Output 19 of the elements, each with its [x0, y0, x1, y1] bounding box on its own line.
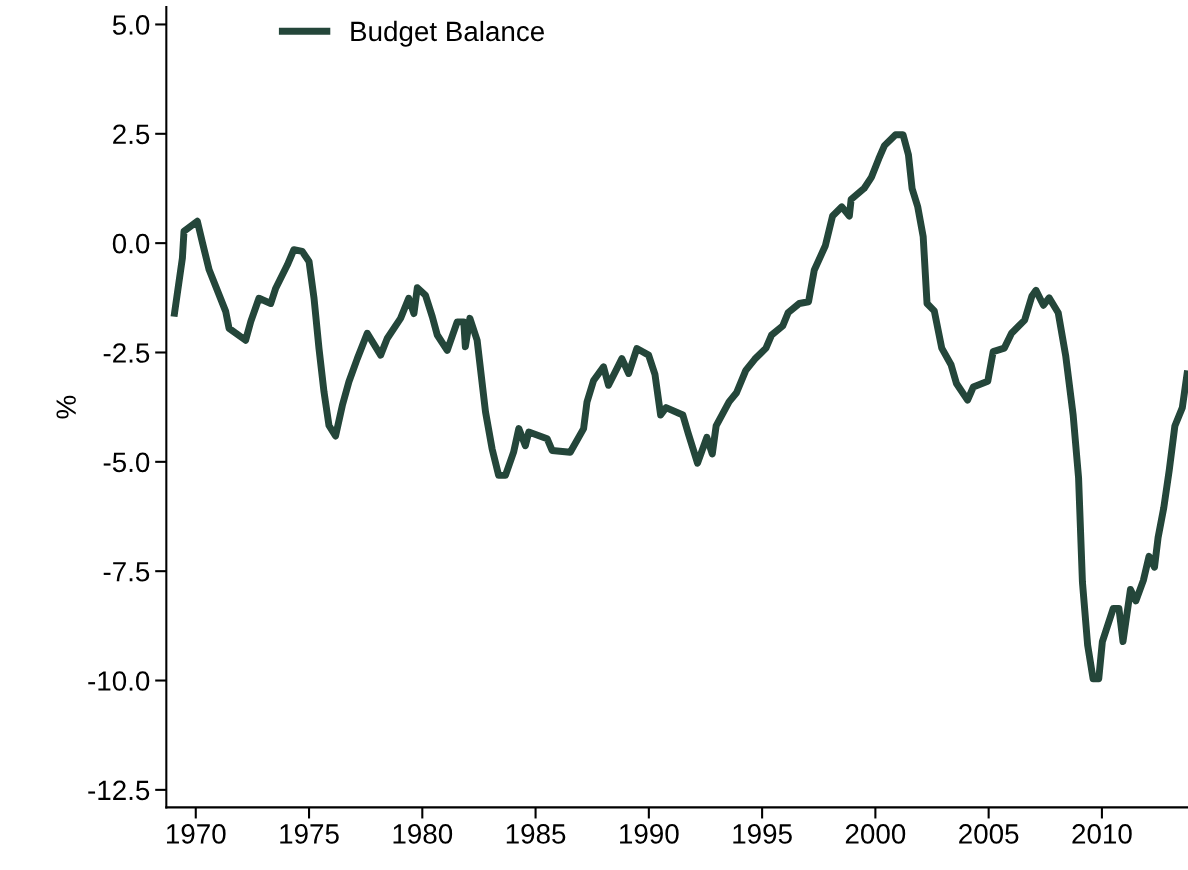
y-tick-label: -5.0 [103, 452, 150, 473]
x-tick-label: 1975 [280, 824, 339, 844]
y-tick-label: -7.5 [103, 562, 150, 582]
y-tick-label: 5.0 [112, 15, 150, 35]
y-tick-label: -12.5 [88, 780, 150, 801]
y-axis-title: % [56, 395, 76, 419]
y-tick-label: -2.5 [103, 343, 150, 363]
x-tick-label: 2010 [1072, 824, 1132, 844]
y-tick-label: -10.0 [88, 671, 150, 691]
x-tick-label: 1995 [733, 824, 792, 844]
x-tick-label: 2000 [845, 824, 906, 844]
y-tick-label: 2.5 [113, 124, 150, 145]
x-tick-label: 1990 [620, 824, 679, 844]
y-tick-label: 0.0 [112, 233, 150, 254]
legend-label: Budget Balance [351, 20, 544, 47]
x-tick-label: 1985 [506, 824, 566, 844]
x-tick-label: 2005 [959, 824, 1019, 844]
x-tick-label: 1970 [166, 824, 226, 844]
x-tick-label: 1980 [393, 824, 453, 844]
